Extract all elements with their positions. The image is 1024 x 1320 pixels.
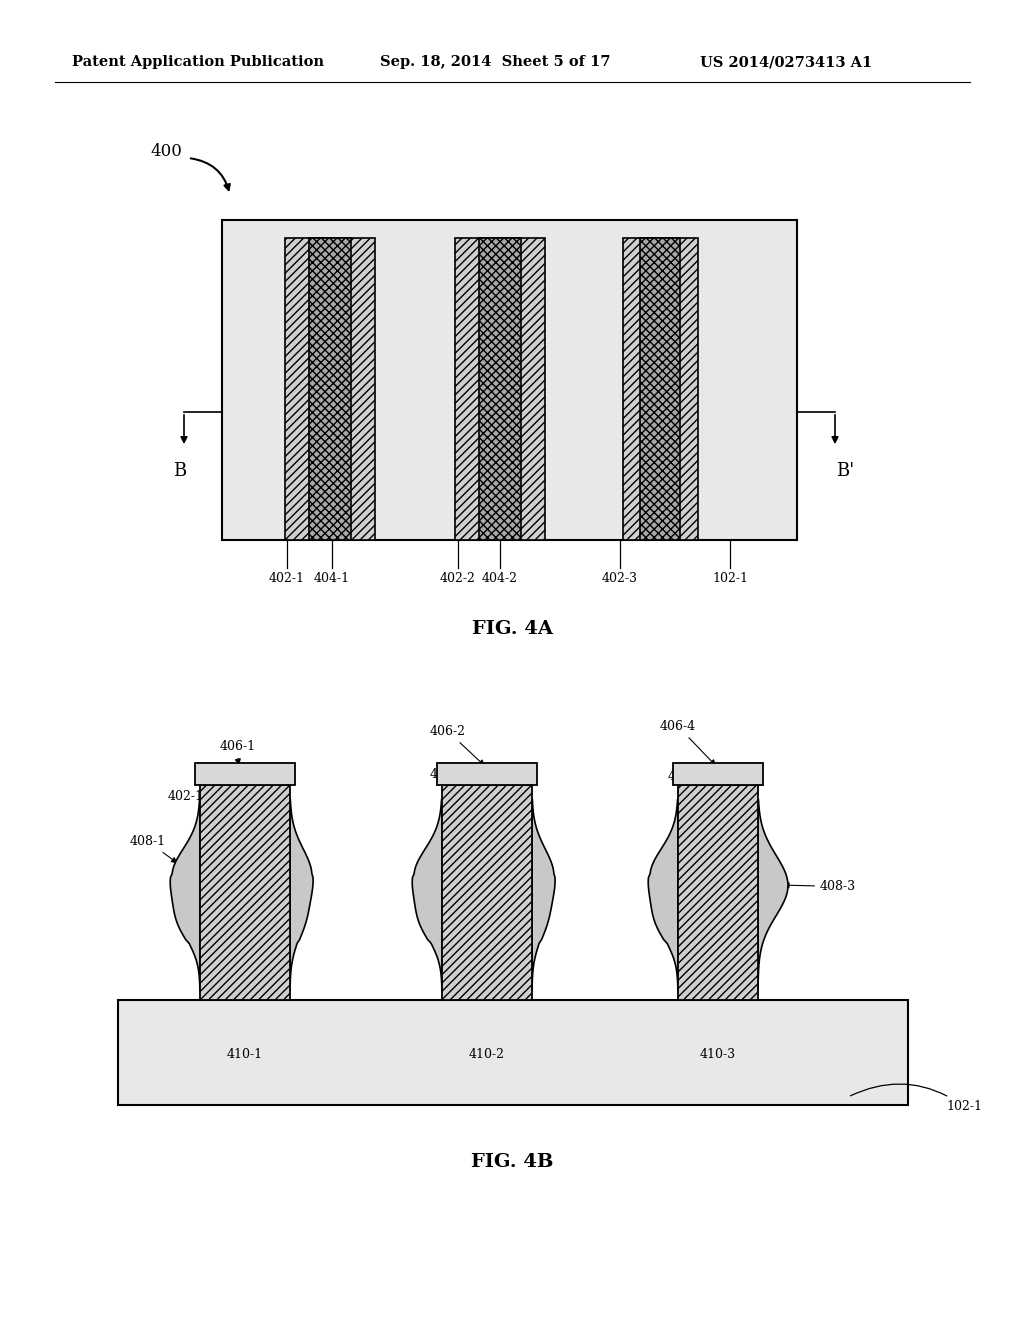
Text: 400: 400 (150, 144, 182, 161)
Bar (437, 763, 537, 785)
Polygon shape (758, 800, 788, 990)
Polygon shape (170, 800, 200, 990)
Bar (623, 238, 697, 540)
Bar (118, 1001, 908, 1105)
Text: 406-3: 406-3 (450, 770, 534, 813)
Text: B: B (173, 462, 186, 480)
Text: 402-3: 402-3 (668, 770, 716, 821)
Text: 410-3: 410-3 (700, 1048, 736, 1061)
Polygon shape (290, 800, 313, 990)
Text: 402-2: 402-2 (430, 768, 484, 812)
Text: 402-1: 402-1 (168, 789, 222, 822)
Text: Patent Application Publication: Patent Application Publication (72, 55, 324, 69)
Text: B': B' (836, 462, 854, 480)
Text: FIG. 4A: FIG. 4A (471, 620, 553, 638)
Text: 404-2: 404-2 (482, 572, 518, 585)
Bar (200, 785, 290, 1001)
Bar (222, 220, 797, 540)
Bar (678, 785, 758, 1001)
Bar (640, 238, 680, 540)
Text: 410-2: 410-2 (469, 1048, 505, 1061)
Bar (455, 238, 545, 540)
Text: 402-2: 402-2 (440, 572, 476, 585)
Bar (442, 785, 532, 1001)
Polygon shape (532, 800, 555, 990)
Bar (222, 220, 797, 540)
Text: 102-1: 102-1 (712, 572, 748, 585)
Text: 404-1: 404-1 (314, 572, 350, 585)
Text: 408-3: 408-3 (784, 880, 856, 894)
Text: US 2014/0273413 A1: US 2014/0273413 A1 (700, 55, 872, 69)
Text: 102-1: 102-1 (851, 1084, 982, 1113)
Bar (118, 1001, 908, 1105)
Text: 406-1: 406-1 (220, 741, 256, 764)
Text: 408-1: 408-1 (130, 836, 177, 862)
Text: 406-4: 406-4 (660, 719, 715, 766)
Bar (285, 238, 375, 540)
Bar (479, 238, 521, 540)
Bar (309, 238, 351, 540)
Polygon shape (413, 800, 442, 990)
Text: FIG. 4B: FIG. 4B (471, 1152, 553, 1171)
Text: 402-3: 402-3 (602, 572, 638, 585)
Text: 402-1: 402-1 (269, 572, 305, 585)
Text: 410-1: 410-1 (227, 1048, 263, 1061)
Bar (195, 763, 295, 785)
Text: Sep. 18, 2014  Sheet 5 of 17: Sep. 18, 2014 Sheet 5 of 17 (380, 55, 610, 69)
Bar (673, 763, 763, 785)
Text: 406-2: 406-2 (430, 725, 484, 766)
Polygon shape (648, 800, 678, 990)
